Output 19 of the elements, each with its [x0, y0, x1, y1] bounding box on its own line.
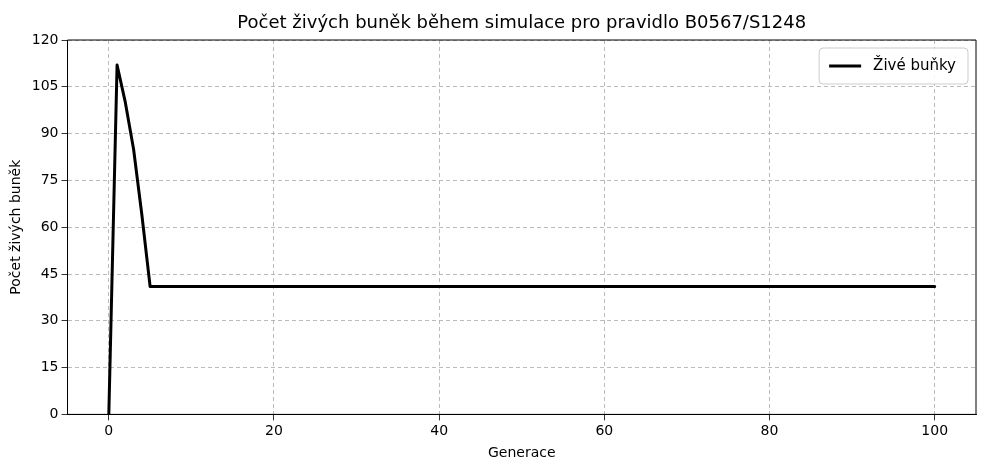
chart-title: Počet živých buněk během simulace pro pravidlo B0567/S1248	[237, 10, 807, 32]
x-tick-label: 60	[595, 422, 614, 439]
y-axis-title: Počet živých buněk	[7, 158, 24, 295]
y-tick-label: 30	[40, 311, 59, 328]
y-tick-label: 45	[40, 264, 59, 281]
x-axis-title: Generace	[487, 444, 556, 461]
y-tick-label: 0	[49, 405, 59, 422]
x-tick-label: 0	[104, 422, 114, 439]
x-tick-label: 20	[265, 422, 283, 439]
y-tick-label: 105	[31, 77, 59, 94]
y-tick-label: 15	[40, 358, 59, 375]
y-tick-label: 60	[40, 217, 59, 234]
legend-label: Živé buňky	[873, 54, 957, 74]
x-tick-label: 80	[760, 422, 779, 439]
y-tick-label: 75	[40, 171, 59, 188]
y-tick-label: 90	[40, 124, 59, 141]
x-tick-label: 40	[430, 422, 449, 439]
x-tick-label: 100	[921, 422, 949, 439]
y-tick-label: 120	[31, 30, 59, 47]
